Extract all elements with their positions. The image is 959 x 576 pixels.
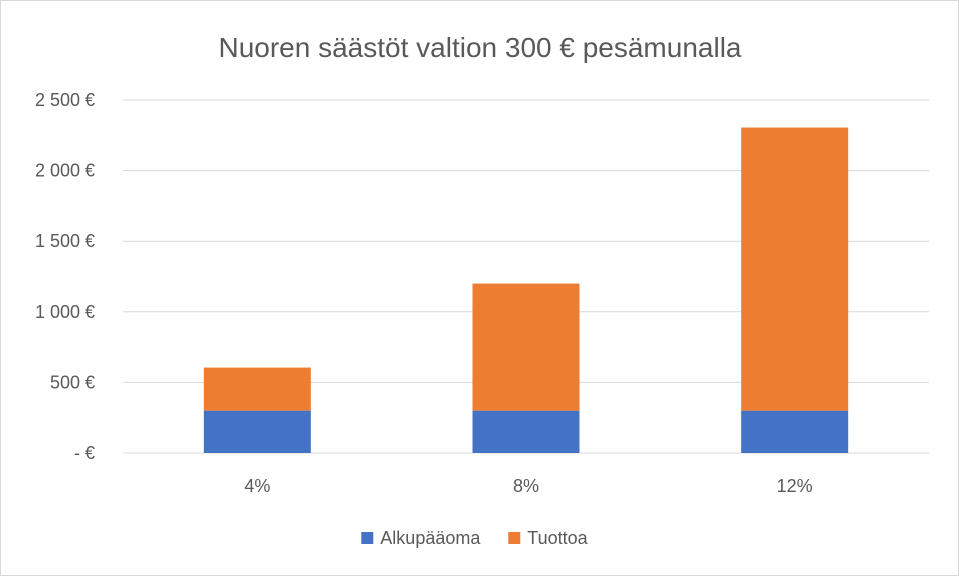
y-tick-label: - € — [74, 443, 95, 463]
y-axis-ticks: - € 500 € 1 000 € 1 500 € 2 000 € 2 500 € — [35, 90, 95, 463]
legend-swatch-tuottoa — [508, 532, 521, 544]
x-tick-label: 12% — [777, 476, 813, 496]
bar-alkupääoma-0 — [203, 410, 311, 453]
y-tick-label: 1 500 € — [35, 231, 95, 251]
bar-alkupääoma-2 — [741, 410, 849, 453]
y-tick-label: 2 000 € — [35, 161, 95, 181]
y-tick-label: 1 000 € — [35, 302, 95, 322]
bar-tuottoa-2 — [741, 127, 849, 411]
legend-label-tuottoa: Tuottoa — [527, 528, 588, 548]
bars — [203, 127, 849, 453]
bar-alkupääoma-1 — [472, 410, 580, 453]
legend-label-alkupääoma: Alkupääoma — [380, 528, 481, 548]
x-tick-label: 4% — [244, 476, 270, 496]
x-tick-label: 8% — [513, 476, 539, 496]
chart-title: Nuoren säästöt valtion 300 € pesämunalla — [218, 32, 741, 63]
legend: Alkupääoma Tuottoa — [361, 528, 589, 548]
x-axis-ticks: 4% 8% 12% — [244, 476, 812, 496]
legend-swatch-alkupääoma — [361, 532, 374, 544]
y-tick-label: 500 € — [50, 372, 95, 392]
bar-tuottoa-1 — [472, 283, 580, 411]
y-tick-label: 2 500 € — [35, 90, 95, 110]
bar-tuottoa-0 — [203, 367, 311, 411]
